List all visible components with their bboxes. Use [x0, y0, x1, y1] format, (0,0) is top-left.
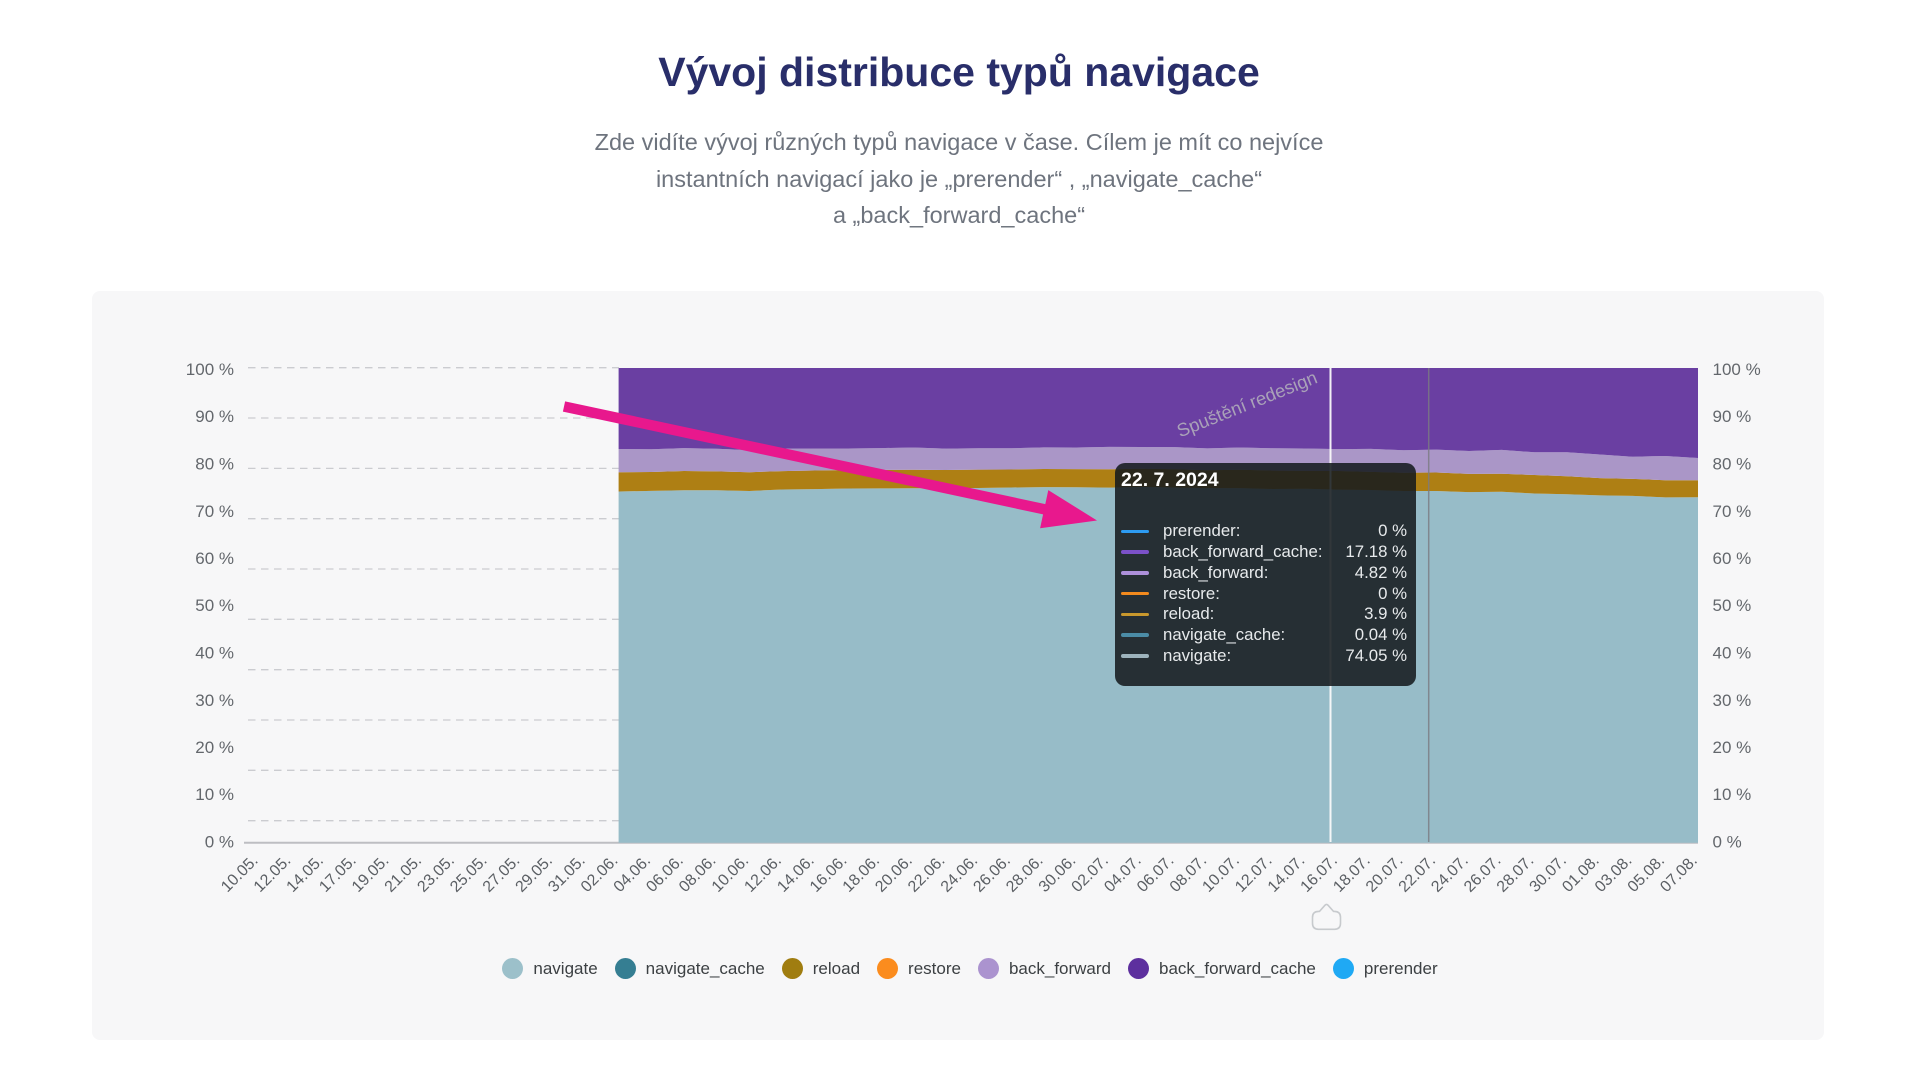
svg-text:0 %: 0 % — [1713, 833, 1742, 852]
svg-text:20 %: 20 % — [1713, 738, 1752, 757]
svg-text:70 %: 70 % — [195, 502, 234, 521]
svg-text:60 %: 60 % — [195, 549, 234, 568]
svg-text:90 %: 90 % — [1713, 407, 1752, 426]
svg-text:07.08.: 07.08. — [1657, 852, 1700, 895]
svg-text:50 %: 50 % — [195, 596, 234, 615]
svg-text:0 %: 0 % — [205, 833, 234, 852]
svg-text:100 %: 100 % — [1713, 360, 1761, 379]
svg-text:60 %: 60 % — [1713, 549, 1752, 568]
svg-text:20 %: 20 % — [195, 738, 234, 757]
svg-text:40 %: 40 % — [1713, 644, 1752, 663]
svg-text:100 %: 100 % — [186, 360, 234, 379]
svg-text:80 %: 80 % — [1713, 455, 1752, 474]
svg-text:90 %: 90 % — [195, 407, 234, 426]
svg-text:30 %: 30 % — [1713, 691, 1752, 710]
svg-text:10 %: 10 % — [195, 785, 234, 804]
svg-text:80 %: 80 % — [195, 455, 234, 474]
svg-text:30 %: 30 % — [195, 691, 234, 710]
svg-text:50 %: 50 % — [1713, 596, 1752, 615]
svg-text:70 %: 70 % — [1713, 502, 1752, 521]
svg-text:40 %: 40 % — [195, 644, 234, 663]
svg-text:10 %: 10 % — [1713, 785, 1752, 804]
